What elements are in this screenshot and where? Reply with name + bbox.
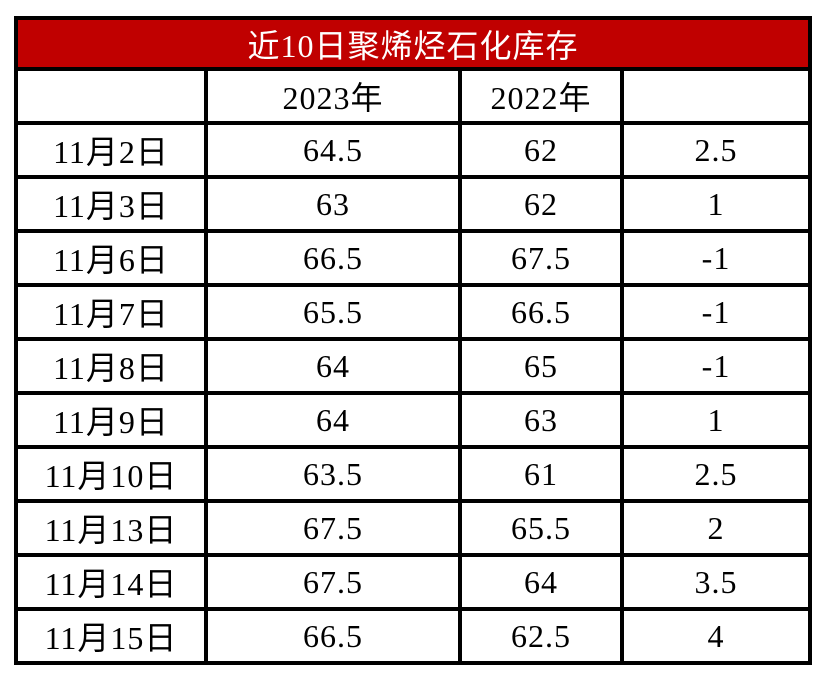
diff-cell: 2.5 [619,121,813,179]
value-2022-cell: 63 [458,391,624,449]
value-2023-cell: 64 [204,337,462,395]
diff-cell: 3.5 [619,553,813,611]
date-cell: 11月2日 [14,121,208,179]
value-2022-cell: 61 [458,445,624,503]
value-2022-cell: 65 [458,337,624,395]
value-2022-cell: 62 [458,175,624,233]
date-cell: 11月13日 [14,499,208,557]
inventory-table-container: 近10日聚烯烃石化库存 2023年 2022年 11月2日 64.5 62 2.… [13,16,813,665]
date-cell: 11月7日 [14,283,208,341]
value-2022-cell: 65.5 [458,499,624,557]
diff-cell: 2.5 [619,445,813,503]
value-2023-cell: 66.5 [204,607,462,665]
diff-cell: -1 [619,229,813,287]
table-row: 11月14日 67.5 64 3.5 [14,553,813,611]
column-header-row: 2023年 2022年 [14,67,813,125]
value-2023-cell: 67.5 [204,499,462,557]
title-row: 近10日聚烯烃石化库存 [13,16,813,71]
value-2023-cell: 64.5 [204,121,462,179]
date-cell: 11月9日 [14,391,208,449]
value-2023-cell: 64 [204,391,462,449]
value-2022-cell: 67.5 [458,229,624,287]
value-2023-cell: 63.5 [204,445,462,503]
column-header-2023: 2023年 [204,67,462,125]
table-row: 11月2日 64.5 62 2.5 [14,121,813,179]
value-2022-cell: 66.5 [458,283,624,341]
table-row: 11月13日 67.5 65.5 2 [14,499,813,557]
value-2023-cell: 66.5 [204,229,462,287]
table-row: 11月9日 64 63 1 [14,391,813,449]
value-2023-cell: 63 [204,175,462,233]
table-row: 11月15日 66.5 62.5 4 [14,607,813,665]
value-2022-cell: 62 [458,121,624,179]
date-cell: 11月15日 [14,607,208,665]
value-2023-cell: 67.5 [204,553,462,611]
date-cell: 11月10日 [14,445,208,503]
value-2023-cell: 65.5 [204,283,462,341]
inventory-table: 近10日聚烯烃石化库存 2023年 2022年 11月2日 64.5 62 2.… [13,16,813,665]
value-2022-cell: 62.5 [458,607,624,665]
diff-cell: 4 [619,607,813,665]
value-2022-cell: 64 [458,553,624,611]
table-row: 11月10日 63.5 61 2.5 [14,445,813,503]
table-row: 11月6日 66.5 67.5 -1 [14,229,813,287]
diff-cell: -1 [619,283,813,341]
table-row: 11月7日 65.5 66.5 -1 [14,283,813,341]
date-cell: 11月14日 [14,553,208,611]
column-header-diff [619,67,813,125]
date-cell: 11月3日 [14,175,208,233]
diff-cell: -1 [619,337,813,395]
table-row: 11月3日 63 62 1 [14,175,813,233]
date-cell: 11月8日 [14,337,208,395]
table-row: 11月8日 64 65 -1 [14,337,813,395]
column-header-2022: 2022年 [458,67,624,125]
table-title: 近10日聚烯烃石化库存 [13,16,813,71]
diff-cell: 2 [619,499,813,557]
diff-cell: 1 [619,391,813,449]
date-cell: 11月6日 [14,229,208,287]
diff-cell: 1 [619,175,813,233]
column-header-date [14,67,208,125]
